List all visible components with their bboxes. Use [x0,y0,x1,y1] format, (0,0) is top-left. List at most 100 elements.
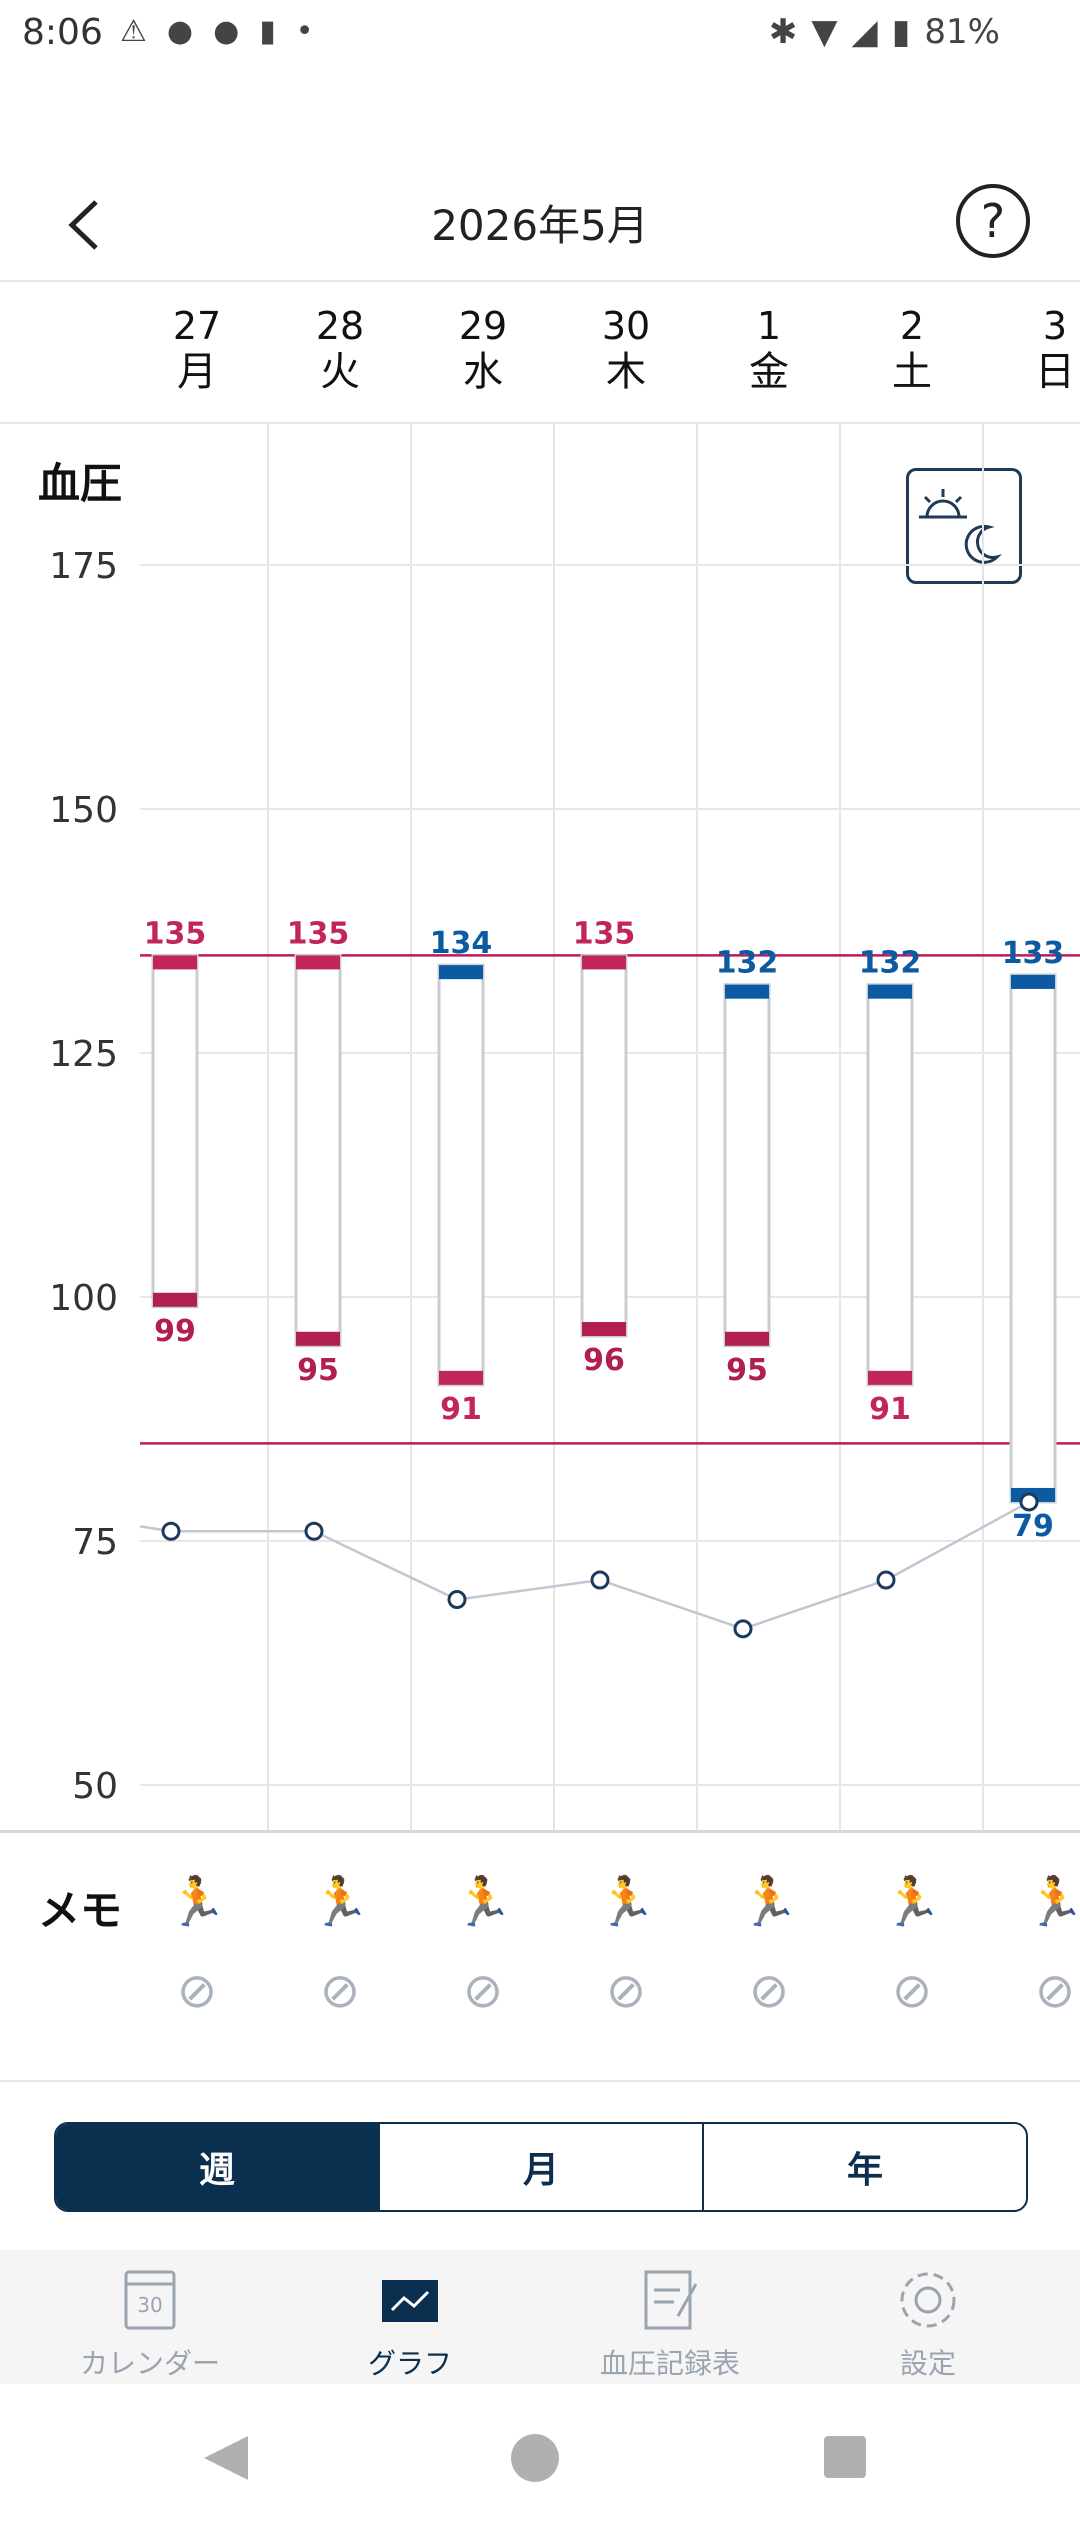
phone-icon: ▮ [259,14,276,49]
exercise-icon: 🏃 [882,1874,942,1930]
app-notification-icon: ● [213,14,240,49]
status-right: ✱ ▼ ◢ ▮ 81% [769,12,1000,52]
blood-pressure-chart: 175 150 125 100 75 50 135 99 135 95 134 91 135 96 132 9… [0,424,1080,1830]
nav-record-table[interactable]: 血圧記録表 [560,2264,780,2382]
day-number: 29 [458,304,508,348]
wifi-icon: ▼ [811,12,838,52]
exercise-icon: 🏃 [167,1874,227,1930]
chart-title: 血圧 [38,459,123,508]
segment-month[interactable]: 月 [380,2124,704,2210]
chart-svg: 175 150 125 100 75 50 135 99 135 95 134 91 135 96 132 9… [49,424,1080,1830]
nav-settings[interactable]: 設定 [818,2264,1038,2382]
diastolic-cap [868,1370,912,1385]
diastolic-value-label: 79 [1012,1509,1054,1544]
system-back-icon[interactable] [204,2436,248,2480]
day-weekday: 金 [749,349,789,395]
day-night-toggle-button[interactable] [906,468,1022,584]
status-bar: 8:06 ⚠ ● ● ▮ • ✱ ▼ ◢ ▮ 81% [0,0,1080,70]
pulse-point [876,1570,896,1590]
bp-bar [723,983,771,1348]
day-column-header[interactable]: 29 水 [443,304,523,396]
memo-column[interactable]: 🏃 ⊘ [586,1873,666,2053]
memo-column[interactable]: 🏃 ⊘ [1015,1873,1080,2053]
back-button[interactable] [60,190,120,260]
y-tick-label: 100 [49,1278,118,1319]
no-salt-icon: ⊘ [176,1963,218,2019]
pulse-point [447,1590,467,1610]
no-salt-icon: ⊘ [319,1963,361,2019]
memo-column[interactable]: 🏃 ⊘ [157,1873,237,2053]
memo-column[interactable]: 🏃 ⊘ [300,1873,380,2053]
memo-column[interactable]: 🏃 ⊘ [443,1873,523,2053]
pulse-line [139,1500,1030,1631]
bottom-navigation: 30 カレンダー グラフ 血圧記録表 設定 [0,2250,1080,2384]
nav-calendar[interactable]: 30 カレンダー [40,2264,260,2382]
day-number: 2 [899,304,925,348]
chevron-left-icon [68,200,98,250]
pulse-point [590,1570,610,1590]
dot-icon: • [295,14,314,49]
no-salt-icon: ⊘ [462,1963,504,2019]
systolic-cap [582,955,626,970]
systolic-cap [725,984,769,999]
signal-icon: ◢ [851,12,878,52]
system-recent-icon[interactable] [824,2436,866,2478]
no-salt-icon: ⊘ [748,1963,790,2019]
pulse-point [304,1521,324,1541]
diastolic-cap [439,1370,483,1385]
pulse-point [733,1619,753,1639]
y-tick-label: 175 [49,546,118,587]
settings-icon [900,2272,956,2328]
day-number: 27 [172,304,222,348]
diastolic-value-label: 91 [440,1392,482,1427]
nav-label: 設定 [899,2347,956,2380]
system-nav-icons [204,2434,866,2482]
segment-week[interactable]: 週 [56,2124,380,2210]
diastolic-value-label: 95 [726,1353,768,1388]
day-number: 28 [315,304,365,348]
day-number: 1 [756,304,782,348]
system-home-icon[interactable] [511,2434,559,2482]
systolic-cap [296,955,340,970]
page-title: 2026年5月 [431,201,649,250]
status-time: 8:06 [22,12,103,53]
bp-bar [580,953,628,1338]
diastolic-value-label: 99 [154,1314,196,1349]
help-button[interactable]: ? [956,184,1030,258]
systolic-value-label: 134 [430,926,493,961]
nav-label: グラフ [367,2347,452,2380]
day-column-header[interactable]: 27 月 [157,304,237,396]
systolic-value-label: 133 [1002,936,1065,971]
app-header: 2026年5月 ? [0,170,1080,282]
y-tick-label: 50 [72,1766,118,1807]
no-salt-icon: ⊘ [1034,1963,1076,2019]
memo-column[interactable]: 🏃 ⊘ [729,1873,809,2053]
bp-bar [151,953,199,1309]
day-number: 30 [601,304,651,348]
day-column-header[interactable]: 28 火 [300,304,380,396]
bp-bar [294,953,342,1348]
diastolic-value-label: 96 [583,1343,625,1378]
segment-year[interactable]: 年 [846,2150,883,2191]
day-weekday: 火 [320,349,360,395]
diastolic-value-label: 95 [297,1353,339,1388]
bp-bar [437,963,485,1387]
period-selector-area: 週 月 年 [0,2080,1080,2252]
bp-bar [1009,973,1057,1504]
memo-column[interactable]: 🏃 ⊘ [872,1873,952,2053]
exercise-icon: 🏃 [310,1874,370,1930]
day-weekday: 木 [606,349,646,395]
pulse-point [161,1521,181,1541]
graph-icon [382,2280,438,2322]
nav-graph[interactable]: グラフ [300,2264,520,2382]
period-segmented-control: 週 月 年 [54,2122,1028,2212]
no-salt-icon: ⊘ [605,1963,647,2019]
systolic-cap [868,984,912,999]
day-column-header[interactable]: 30 木 [586,304,666,396]
systolic-cap [439,965,483,980]
y-tick-label: 75 [72,1522,118,1563]
